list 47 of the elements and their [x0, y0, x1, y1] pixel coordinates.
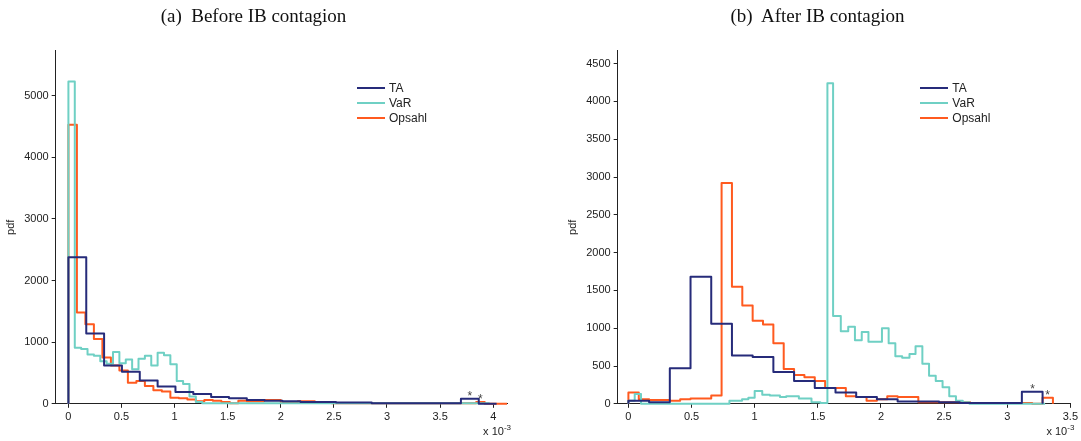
y-tick-label: 4500 [586, 56, 611, 69]
x-tick-label: 1.5 [220, 410, 236, 423]
annotation: * [1030, 381, 1036, 396]
x-tick-label: 2 [277, 410, 284, 423]
y-tick-label: 4000 [24, 150, 49, 163]
y-tick-label: 2000 [586, 245, 611, 258]
legend-label: TA [389, 80, 404, 96]
y-tick-label: 1000 [24, 335, 49, 348]
x-tick-label: 2 [877, 410, 885, 423]
y-tick-label: 0 [42, 396, 49, 409]
y-tick-label: 3000 [586, 170, 611, 183]
legend-label: VaR [389, 95, 412, 111]
x-tick-label: 3.5 [1062, 410, 1078, 423]
legend-label: VaR [952, 95, 975, 111]
legend-label: Opsahl [952, 110, 991, 126]
y-tick-label: 0 [604, 396, 611, 409]
x-tick-label: 0 [65, 410, 72, 423]
legend-label: TA [952, 80, 967, 96]
x-tick-label: 3 [1004, 410, 1011, 423]
y-tick-label: 1000 [586, 321, 611, 334]
x-tick-label: 0 [625, 410, 632, 423]
x-tick-label: 2.5 [326, 410, 342, 423]
y-tick-label: 2500 [586, 207, 611, 220]
y-tick-label: 4000 [586, 94, 611, 107]
x-tick-label: 1 [751, 410, 758, 423]
y-axis-title: pdf [3, 218, 16, 235]
y-tick-label: 3000 [24, 212, 49, 225]
x-tick-label: 0.5 [683, 410, 700, 423]
y-tick-label: 1500 [586, 283, 611, 296]
chart-title: (b) After IB contagion [730, 5, 906, 28]
legend-label: Opsahl [389, 110, 428, 126]
annotation: * [467, 388, 473, 403]
x-tick-label: 1 [171, 410, 178, 423]
annotation: * [478, 391, 484, 406]
x-tick-label: 4 [490, 410, 497, 423]
y-tick-label: 500 [592, 359, 611, 372]
annotation: * [1045, 387, 1051, 402]
y-tick-label: 5000 [24, 88, 49, 101]
y-axis-title: pdf [565, 218, 578, 235]
x-tick-label: 3 [383, 410, 391, 423]
y-tick-label: 2000 [24, 273, 49, 286]
x-tick-label: 2.5 [936, 410, 952, 423]
x-tick-label: 1.5 [810, 410, 826, 423]
y-tick-label: 3500 [586, 132, 611, 145]
chart-title: (a) Before IB contagion [160, 5, 347, 28]
x-tick-label: 3.5 [432, 410, 448, 423]
x-tick-label: 0.5 [113, 410, 130, 423]
